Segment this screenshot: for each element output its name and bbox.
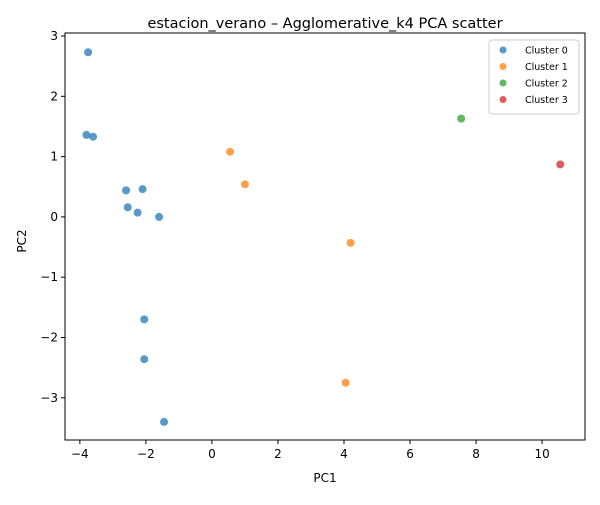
data-point [133,208,142,217]
series-1 [226,147,355,387]
y-tick-label: 3 [50,29,58,43]
x-axis-label: PC1 [313,471,336,485]
x-tick-label: 2 [274,447,282,461]
data-point [160,417,169,426]
data-point [123,203,132,212]
legend: Cluster 0 Cluster 1 Cluster 2 Cluster 3 [488,39,580,115]
y-tick-label: −2 [40,330,58,344]
series-0 [82,48,169,426]
y-tick-label: 1 [50,150,58,164]
legend-label: Cluster 0 [525,46,568,57]
data-point [226,147,235,156]
data-point [138,185,147,194]
x-tick-label: 8 [472,447,480,461]
x-tick-label: 6 [406,447,414,461]
legend-label: Cluster 2 [525,79,568,90]
legend-marker [499,96,507,103]
plot-marks [82,48,565,426]
x-tick-label: 0 [208,447,216,461]
legend-label: Cluster 3 [525,95,568,106]
series-2 [457,114,466,123]
y-tick-label: 0 [50,210,58,224]
legend-marker [499,79,507,87]
data-point [89,132,98,141]
data-point [140,355,149,364]
y-tick-label: −1 [40,270,58,284]
chart-title: estacion_verano – Agglomerative_k4 PCA s… [147,16,502,32]
y-axis-label: PC2 [15,229,29,252]
x-tick-label: −4 [71,447,89,461]
x-tick-label: 10 [534,447,549,461]
series-3 [556,160,565,169]
data-point [556,160,565,169]
data-point [457,114,466,123]
data-point [140,315,149,324]
data-point [84,48,93,57]
x-axis: −4 −2 0 2 4 6 8 10 [71,440,550,461]
data-point [82,130,91,139]
legend-label: Cluster 1 [525,62,568,73]
data-point [341,378,350,387]
y-axis: −3 −2 −1 0 1 2 3 [40,29,65,405]
legend-marker [499,63,507,70]
data-point [155,212,164,221]
x-tick-label: −2 [137,447,155,461]
data-point [240,180,249,189]
data-point [346,238,355,247]
x-tick-label: 4 [340,447,348,461]
legend-box [488,39,580,115]
y-tick-label: −3 [40,391,58,405]
data-point [122,186,131,195]
plot-frame [64,32,586,441]
legend-marker [499,46,507,54]
y-tick-label: 2 [50,89,58,103]
